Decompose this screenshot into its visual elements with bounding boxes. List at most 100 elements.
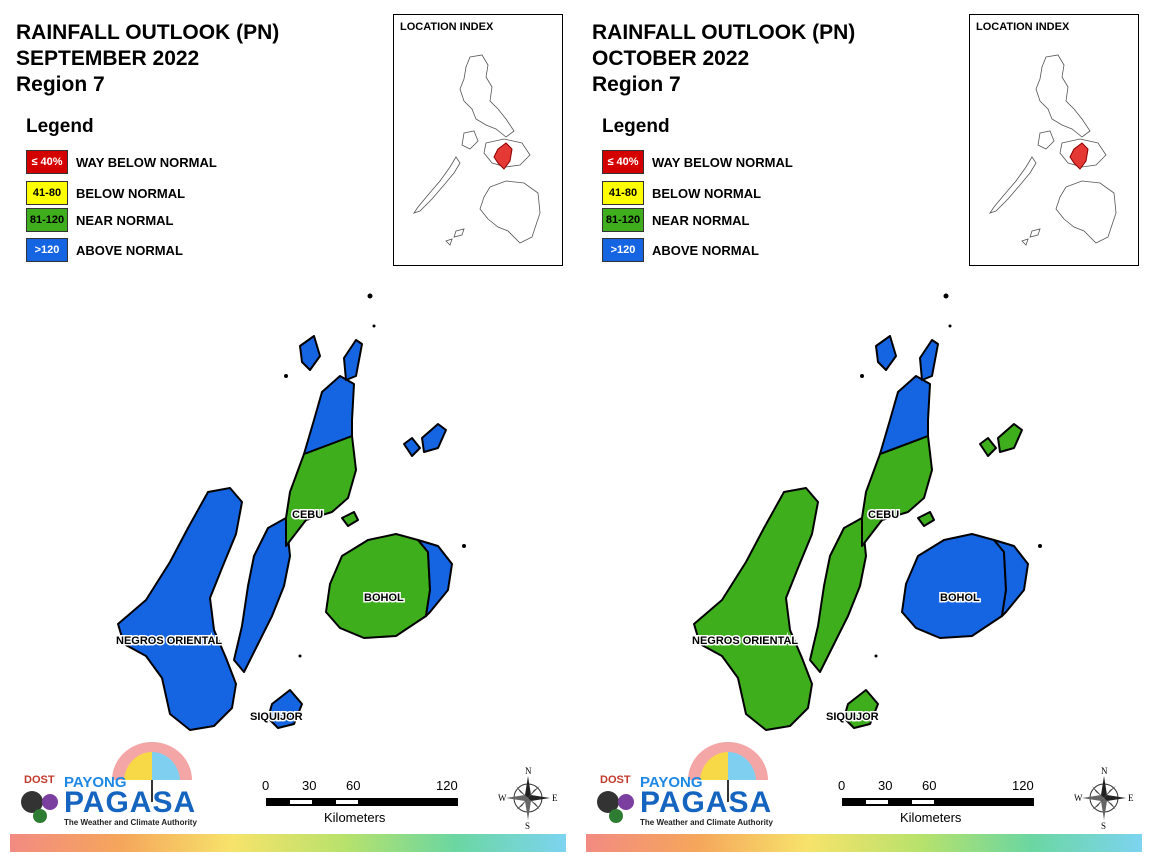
scale-units-label: Kilometers [324, 810, 386, 825]
title-line-2: OCTOBER 2022 [592, 47, 750, 70]
luzon-outline [1035, 54, 1091, 138]
legend-label: BELOW NORMAL [652, 185, 762, 201]
title-line-3: Region 7 [592, 73, 681, 96]
bohol-east-region [417, 539, 453, 617]
cebu-label: CEBU [292, 509, 323, 521]
legend-swatch: 41-80 [26, 181, 68, 205]
map-title: RAINFALL OUTLOOK (PN) OCTOBER 2022 Regio… [592, 20, 855, 98]
legend-label: WAY BELOW NORMAL [652, 154, 793, 170]
title-line-3: Region 7 [16, 73, 105, 96]
bohol-east-region [993, 539, 1029, 617]
region-7-map: CEBU BOHOL NEGROS ORIENTAL SIQUIJOR [691, 293, 1042, 731]
legend-item-near-normal: 81-120 NEAR NORMAL [602, 208, 750, 232]
cebu-north-region [303, 375, 355, 455]
scale-tick-label: 0 [262, 778, 270, 793]
philippines-inset-map [989, 54, 1117, 246]
title-line-2: SEPTEMBER 2022 [16, 47, 200, 70]
scale-bar: 0 30 60 120 Kilometers [838, 778, 1048, 828]
mindoro-outline [1037, 130, 1055, 150]
payong-pagasa-logo: DOST PAYONG PAGASA The Weather and Clima… [590, 740, 780, 832]
cebu-central-region [285, 435, 357, 547]
legend-item-above-normal: >120 ABOVE NORMAL [602, 238, 759, 262]
palawan-outline [413, 156, 461, 214]
scale-tick-label: 60 [346, 778, 361, 793]
dost-label: DOST [24, 774, 55, 786]
legend-swatch: ≤ 40% [26, 150, 68, 174]
pagasa-label: PAGASA [640, 786, 773, 819]
cebu-north-region [879, 375, 931, 455]
location-index-inset: LOCATION INDEX [393, 14, 563, 266]
bohol-label: BOHOL [364, 592, 404, 604]
legend-label: NEAR NORMAL [76, 212, 174, 228]
region-7-highlight [1069, 142, 1089, 170]
legend-label: ABOVE NORMAL [76, 242, 183, 258]
scale-tick-label: 120 [436, 778, 458, 793]
scale-tick-label: 30 [878, 778, 893, 793]
scale-tick-label: 60 [922, 778, 937, 793]
bantayan-island-region [875, 335, 897, 371]
scale-tick-label: 120 [1012, 778, 1034, 793]
footer-gradient-bar [10, 834, 566, 852]
location-index-label: LOCATION INDEX [400, 21, 494, 33]
negros-oriental-label: NEGROS ORIENTAL [116, 635, 222, 647]
mindoro-outline [461, 130, 479, 150]
scale-tick-label: 30 [302, 778, 317, 793]
umbrella-icon [597, 742, 768, 823]
payong-label: PAYONG [640, 774, 703, 791]
dost-label: DOST [600, 774, 631, 786]
legend-swatch: 41-80 [602, 181, 644, 205]
legend-item-below-normal: 41-80 BELOW NORMAL [602, 181, 761, 205]
negros-oriental-label: NEGROS ORIENTAL [692, 635, 798, 647]
compass-rose-icon: N S W E [498, 766, 560, 831]
scale-bar: 0 30 60 120 Kilometers [262, 778, 472, 828]
svg-text:S: S [525, 821, 530, 830]
philippines-inset-map [413, 54, 541, 246]
scale-bar-graphic [266, 798, 458, 806]
negros-oriental-region [693, 487, 819, 731]
siquijor-region [843, 689, 879, 729]
scale-bar-graphic [842, 798, 1034, 806]
legend-title: Legend [602, 116, 670, 137]
map-title: RAINFALL OUTLOOK (PN) SEPTEMBER 2022 Reg… [16, 20, 279, 98]
legend-item-below-normal: 41-80 BELOW NORMAL [26, 181, 185, 205]
palawan-outline [989, 156, 1037, 214]
legend-label: WAY BELOW NORMAL [76, 154, 217, 170]
negros-oriental-region [117, 487, 243, 731]
cebu-north-tip-region [343, 339, 363, 381]
svg-text:W: W [1074, 793, 1083, 803]
outlook-panel-october: RAINFALL OUTLOOK (PN) OCTOBER 2022 Regio… [576, 0, 1152, 864]
legend-label: NEAR NORMAL [652, 212, 750, 228]
legend-label: ABOVE NORMAL [652, 242, 759, 258]
olango-island-region [341, 511, 359, 527]
legend-item-near-normal: 81-120 NEAR NORMAL [26, 208, 174, 232]
region-7-map: CEBU BOHOL NEGROS ORIENTAL SIQUIJOR [115, 293, 466, 731]
mindanao-outline [1055, 180, 1117, 244]
location-index-inset: LOCATION INDEX [969, 14, 1139, 266]
sulu-islands-outline [1021, 228, 1041, 246]
payong-label: PAYONG [64, 774, 127, 791]
olango-island-region [917, 511, 935, 527]
sulu-islands-outline [445, 228, 465, 246]
payong-pagasa-logo: DOST PAYONG PAGASA The Weather and Clima… [14, 740, 204, 832]
svg-text:W: W [498, 793, 507, 803]
bantayan-island-region [299, 335, 321, 371]
cebu-south-region [233, 517, 291, 673]
compass-rose-icon: N S W E [1074, 766, 1136, 831]
siquijor-label: SIQUIJOR [826, 711, 879, 723]
camotes-islands-region [979, 423, 1023, 457]
title-line-1: RAINFALL OUTLOOK (PN) [592, 21, 856, 44]
legend-swatch: 81-120 [26, 208, 68, 232]
bohol-main-region [901, 533, 1007, 639]
legend-swatch: >120 [602, 238, 644, 262]
scale-units-label: Kilometers [900, 810, 962, 825]
cebu-label: CEBU [868, 509, 899, 521]
svg-text:E: E [1128, 793, 1134, 803]
svg-text:E: E [552, 793, 558, 803]
luzon-outline [459, 54, 515, 138]
cebu-south-region [809, 517, 867, 673]
region-7-highlight [493, 142, 513, 170]
bohol-main-region [325, 533, 431, 639]
legend-swatch: >120 [26, 238, 68, 262]
cebu-central-region [861, 435, 933, 547]
umbrella-icon [21, 742, 192, 823]
